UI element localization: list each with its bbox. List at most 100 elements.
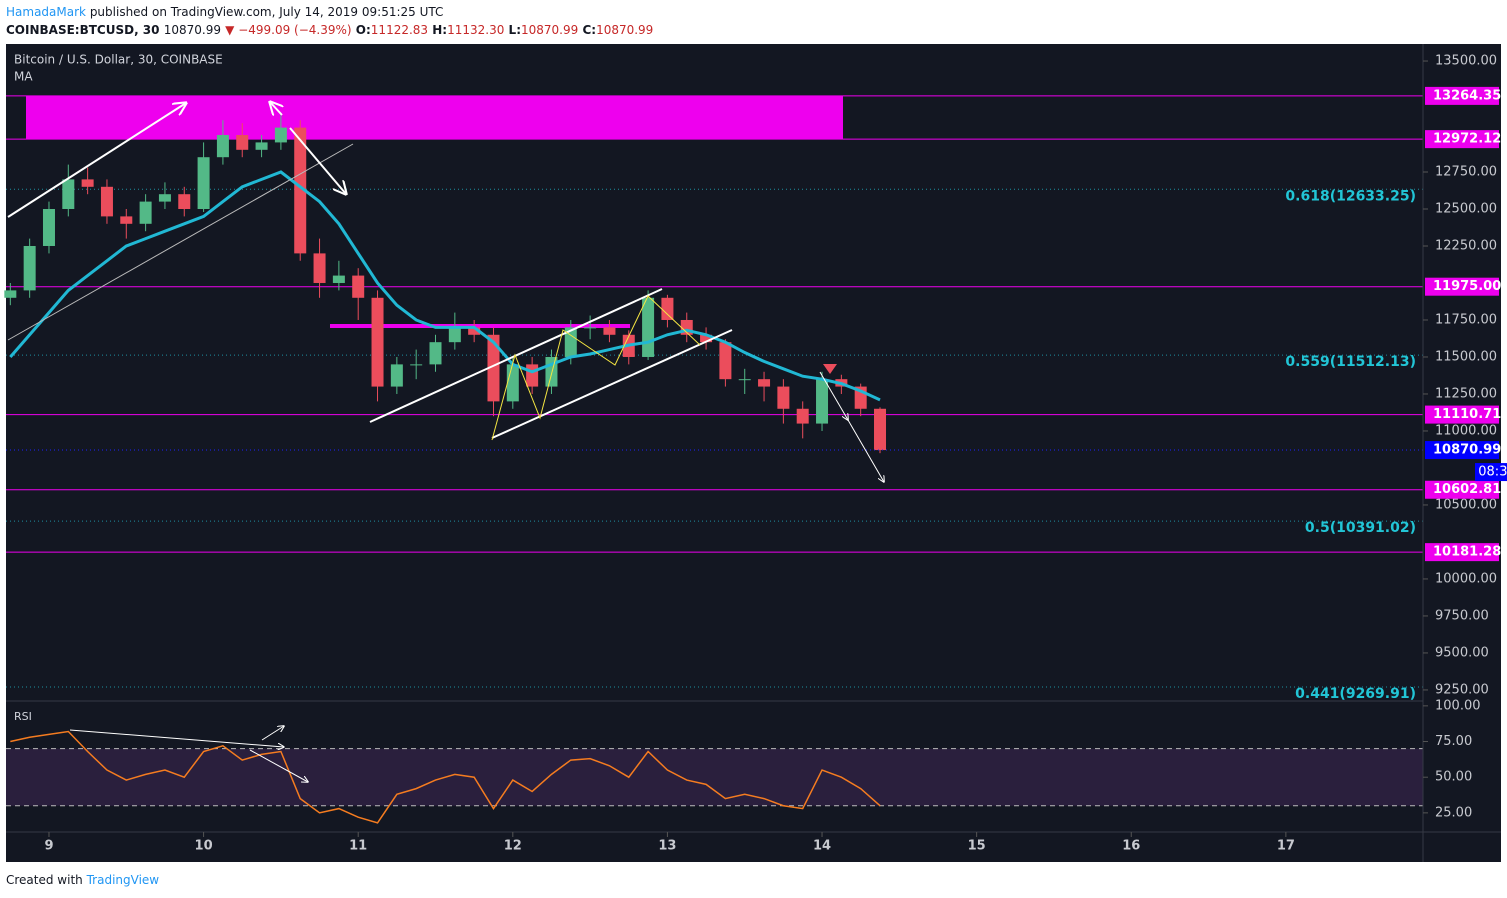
author[interactable]: HamadaMark bbox=[6, 5, 86, 19]
footer-created: Created with TradingView bbox=[6, 873, 159, 887]
rsi-line bbox=[10, 730, 881, 824]
y-tick-label: 11000.00 bbox=[1435, 423, 1497, 438]
created: Created with bbox=[6, 873, 83, 887]
candle-body bbox=[23, 245, 36, 291]
x-tick-label: 13 bbox=[658, 839, 676, 854]
candle-body bbox=[274, 127, 287, 143]
candle-body bbox=[100, 186, 113, 217]
countdown-tag bbox=[1475, 463, 1507, 482]
level-tag bbox=[1425, 405, 1499, 424]
candle-body bbox=[352, 275, 365, 298]
y-tick-label: 10000.00 bbox=[1435, 571, 1497, 586]
candle-body bbox=[468, 327, 481, 335]
y-tick-label: 11250.00 bbox=[1435, 386, 1497, 401]
x-tick-label: 9 bbox=[44, 839, 53, 854]
candle-body bbox=[816, 379, 829, 424]
brand[interactable]: TradingView bbox=[86, 873, 160, 887]
candle-body bbox=[642, 297, 655, 357]
fib-label: 0.559(11512.13) bbox=[1285, 354, 1416, 370]
candle-body bbox=[429, 342, 442, 365]
rsi-y-tick-label: 25.00 bbox=[1435, 805, 1472, 820]
indicator-label: MA bbox=[14, 70, 33, 84]
candle-body bbox=[448, 327, 461, 343]
candle-body bbox=[294, 127, 307, 254]
ohlc-key: O: bbox=[356, 23, 371, 37]
chart-title: Bitcoin / U.S. Dollar, 30, COINBASE bbox=[14, 53, 223, 67]
drawings bbox=[7, 102, 884, 782]
candle-body bbox=[216, 135, 229, 158]
candle-body bbox=[236, 135, 249, 150]
candle-body bbox=[4, 290, 17, 298]
candle-body bbox=[796, 408, 809, 424]
level-label: 12972.12 bbox=[1433, 132, 1501, 147]
symbol: COINBASE:BTCUSD, 30 bbox=[6, 23, 160, 37]
candle-body bbox=[158, 194, 171, 202]
ohlc-key: H: bbox=[432, 23, 447, 37]
header-line: HamadaMark published on TradingView.com,… bbox=[6, 5, 443, 19]
candle-body bbox=[332, 275, 345, 283]
candle-body bbox=[777, 386, 790, 409]
ohlc-key: C: bbox=[582, 23, 596, 37]
candle-body bbox=[178, 194, 191, 209]
candle-body bbox=[139, 201, 152, 224]
y-tick-label: 9750.00 bbox=[1435, 608, 1489, 623]
x-tick-label: 14 bbox=[813, 839, 831, 854]
y-tick-label: 11750.00 bbox=[1435, 312, 1497, 327]
candle-body bbox=[584, 327, 597, 329]
level-label: 10602.81 bbox=[1433, 482, 1501, 497]
y-tick-label: 12500.00 bbox=[1435, 201, 1497, 216]
ohlc-key: L: bbox=[509, 23, 521, 37]
level-tag bbox=[1425, 130, 1499, 149]
candle-body bbox=[120, 216, 133, 224]
fib-label: 0.441(9269.91) bbox=[1295, 686, 1416, 702]
ohlc-value: 11132.30 bbox=[447, 23, 504, 37]
candle-body bbox=[526, 364, 539, 387]
level-label: 10181.28 bbox=[1433, 545, 1501, 560]
y-tick-label: 12750.00 bbox=[1435, 165, 1497, 180]
level-tag bbox=[1425, 480, 1499, 499]
candle-body bbox=[738, 379, 751, 381]
y-tick-label: 9250.00 bbox=[1435, 682, 1489, 697]
candle-body bbox=[410, 364, 423, 366]
ohlc-value: 10870.99 bbox=[521, 23, 578, 37]
candle-body bbox=[197, 157, 210, 209]
candle-body bbox=[603, 327, 616, 335]
candle-body bbox=[661, 297, 674, 320]
ohlc-value: 10870.99 bbox=[596, 23, 653, 37]
y-tick-label: 9500.00 bbox=[1435, 645, 1489, 660]
rsi-band bbox=[6, 748, 1423, 806]
x-tick-label: 10 bbox=[195, 839, 213, 854]
sell-signal bbox=[823, 364, 837, 374]
candle-body bbox=[506, 364, 519, 402]
rsi-y-tick-label: 100.00 bbox=[1435, 698, 1481, 713]
y-tick-label: 12250.00 bbox=[1435, 238, 1497, 253]
x-tick-label: 17 bbox=[1277, 839, 1295, 854]
level-label: 11975.00 bbox=[1433, 279, 1501, 294]
y-tick-label: 10500.00 bbox=[1435, 497, 1497, 512]
x-tick-label: 16 bbox=[1122, 839, 1140, 854]
level-tag bbox=[1425, 277, 1499, 296]
candle-body bbox=[371, 297, 384, 387]
published: published on TradingView.com, July 14, 2… bbox=[90, 5, 444, 19]
rsi-label: RSI bbox=[14, 710, 32, 723]
level-label: 13264.35 bbox=[1433, 88, 1501, 103]
candle-body bbox=[390, 364, 403, 387]
x-tick-label: 12 bbox=[504, 839, 522, 854]
support-zone bbox=[330, 324, 630, 328]
candle-body bbox=[42, 208, 55, 246]
y-tick-label: 11500.00 bbox=[1435, 349, 1497, 364]
candle-body bbox=[81, 179, 94, 187]
x-tick-label: 11 bbox=[349, 839, 367, 854]
candle-body bbox=[487, 334, 500, 402]
rsi-y-tick-label: 50.00 bbox=[1435, 770, 1472, 785]
chart-bg bbox=[6, 44, 1501, 862]
level-tag bbox=[1425, 86, 1499, 105]
candle-body bbox=[313, 253, 326, 283]
plot bbox=[4, 95, 1423, 824]
ma-line bbox=[9, 170, 881, 402]
level-label: 11110.71 bbox=[1433, 407, 1501, 422]
candle-body bbox=[719, 342, 732, 380]
change: ▼ −499.09 (−4.39%) bbox=[225, 23, 351, 37]
candle-body bbox=[874, 408, 887, 451]
